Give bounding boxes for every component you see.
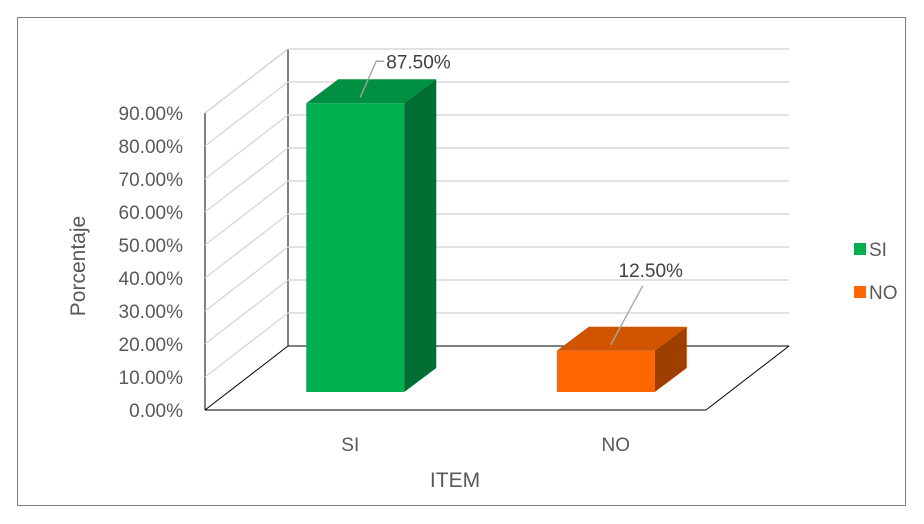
x-axis-ticks: SI NO: [341, 435, 630, 456]
bar-side: [654, 326, 687, 392]
y-tick-label: 40.00%: [119, 269, 184, 290]
gridline: [204, 147, 289, 213]
bar-no: [556, 326, 687, 392]
y-axis-title: Porcentaje: [67, 216, 90, 316]
legend-label-no: NO: [869, 283, 898, 304]
left-floor-edge: [204, 345, 289, 411]
leader-line: [610, 285, 644, 346]
gridlines: [204, 48, 789, 378]
bars: [306, 79, 687, 392]
y-tick-label: 30.00%: [119, 302, 184, 323]
x-tick-label: SI: [341, 435, 359, 456]
gridline: [204, 81, 289, 147]
y-tick-label: 50.00%: [119, 236, 184, 257]
chart-walls: [204, 48, 790, 411]
y-tick-label: 20.00%: [119, 335, 184, 356]
bar-front: [556, 350, 655, 392]
bar-top: [556, 326, 687, 351]
bar-si: [306, 79, 437, 392]
leader-line: [359, 60, 385, 98]
data-label: 87.50%: [386, 52, 451, 73]
x-tick-label: NO: [602, 435, 631, 456]
gridline: [204, 180, 289, 246]
y-tick-label: 60.00%: [119, 203, 184, 224]
bar-top: [306, 79, 437, 104]
gridline: [204, 279, 289, 345]
data-label: 12.50%: [619, 261, 684, 282]
gridline: [204, 48, 289, 114]
y-tick-label: 10.00%: [119, 368, 184, 389]
y-tick-label: 70.00%: [119, 170, 184, 191]
y-axis-ticks: 0.00% 10.00% 20.00% 30.00% 40.00% 50.00% 60.00…: [119, 104, 184, 422]
right-floor-edge: [705, 345, 790, 411]
legend-swatch-no: [854, 286, 866, 298]
y-tick-label: 80.00%: [119, 137, 184, 158]
gridline: [204, 213, 289, 279]
y-tick-label: 0.00%: [129, 401, 183, 422]
bar-side: [404, 79, 437, 392]
y-tick-label: 90.00%: [119, 104, 184, 125]
legend: SI NO: [854, 240, 898, 304]
gridline: [204, 312, 289, 378]
bar-front: [306, 103, 405, 392]
gridline: [204, 114, 289, 180]
legend-label-si: SI: [869, 240, 887, 261]
gridline: [204, 246, 289, 312]
legend-swatch-si: [854, 243, 866, 255]
chart-area: [17, 17, 906, 506]
x-axis-title: ITEM: [430, 469, 480, 492]
data-labels: 87.50% 12.50%: [359, 52, 684, 346]
